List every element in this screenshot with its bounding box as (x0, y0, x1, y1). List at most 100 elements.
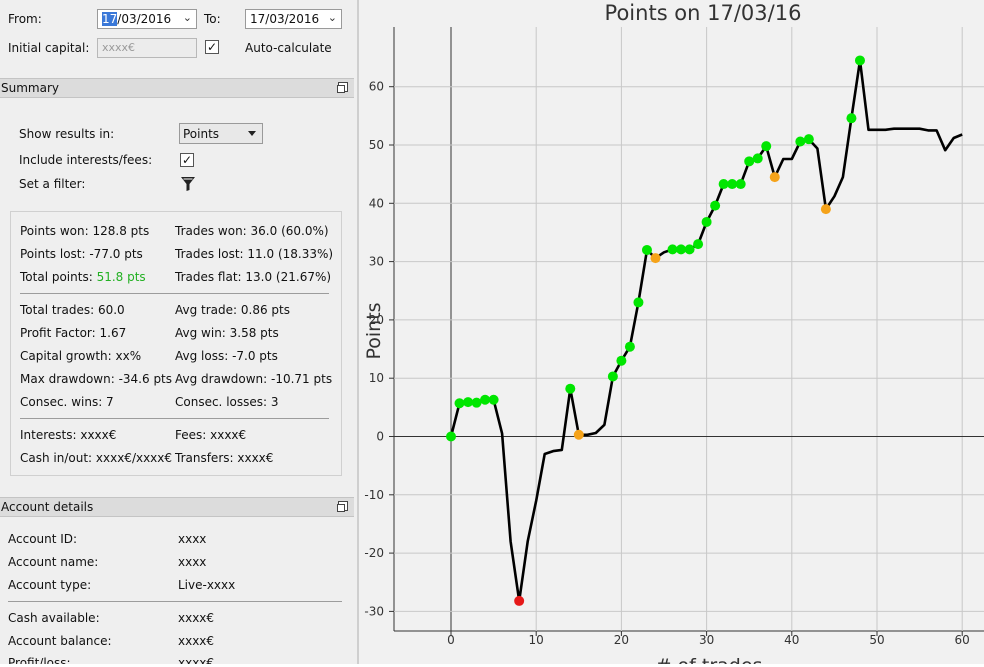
from-label: From: (8, 12, 42, 26)
chart-panel: Points on 17/03/16 Points # of trades 0 1… (359, 0, 984, 667)
capital-growth: Capital growth: xx% (20, 349, 142, 363)
cash-available-label: Cash available: (8, 611, 100, 625)
y-tick-label: 0 (376, 430, 384, 444)
restore-window-icon-back (337, 504, 345, 512)
y-tick-label: -10 (364, 488, 384, 502)
y-tick-label: 60 (369, 80, 384, 94)
chevron-down-icon: ⌄ (182, 11, 192, 24)
data-point-win (633, 297, 644, 308)
data-point-win (463, 397, 474, 408)
show-results-value: Points (183, 127, 220, 141)
avg-trade: Avg trade: 0.86 pts (175, 303, 290, 317)
left-panel: From: 17/03/2016 ⌄ To: 17/03/2016 ⌄ Init… (0, 0, 357, 664)
total-points: Total points: 51.8 pts (20, 270, 146, 284)
consec-wins: Consec. wins: 7 (20, 395, 114, 409)
x-tick-label: 0 (447, 633, 455, 647)
data-point-win (735, 179, 746, 190)
include-interests-checkbox[interactable]: ✓ (180, 153, 194, 167)
data-point-flat (573, 429, 584, 440)
total-points-label: Total points: (20, 270, 97, 284)
y-tick-label: -30 (364, 604, 384, 618)
x-tick-label: 10 (529, 633, 544, 647)
data-point-flat (820, 204, 831, 215)
y-tick-label: 50 (369, 138, 384, 152)
y-tick-label: 20 (369, 313, 384, 327)
data-point-win (718, 179, 729, 190)
from-date-rest: /03/2016 (117, 12, 172, 26)
interests: Interests: xxxx€ (20, 428, 117, 442)
data-point-win (471, 397, 482, 408)
data-point-win (701, 216, 712, 227)
fees: Fees: xxxx€ (175, 428, 247, 442)
account-balance-value: xxxx€ (178, 634, 215, 648)
data-point-win (854, 55, 865, 66)
profit-factor: Profit Factor: 1.67 (20, 326, 127, 340)
auto-calculate-label: Auto-calculate (245, 41, 332, 55)
data-point-win (454, 398, 465, 409)
checkmark-icon: ✓ (206, 40, 218, 54)
total-points-value: 51.8 pts (96, 270, 146, 284)
data-point-win (676, 244, 687, 255)
data-point-win (565, 383, 576, 394)
divider (20, 418, 329, 419)
account-title: Account details (1, 500, 94, 514)
data-point-flat (650, 253, 661, 264)
cash-in-out: Cash in/out: xxxx€/xxxx€ (20, 451, 173, 465)
data-point-win (667, 244, 678, 255)
data-point-win (693, 239, 704, 250)
panel-splitter[interactable] (357, 0, 359, 664)
trades-flat: Trades flat: 13.0 (21.67%) (175, 270, 332, 284)
include-interests-label: Include interests/fees: (19, 153, 153, 167)
summary-section-header[interactable]: Summary (0, 78, 354, 98)
data-point-loss (514, 595, 525, 606)
data-point-win (607, 371, 618, 382)
avg-win: Avg win: 3.58 pts (175, 326, 279, 340)
show-results-select[interactable]: Points (179, 123, 263, 144)
from-date-combo[interactable]: 17/03/2016 ⌄ (97, 9, 197, 29)
account-section-header[interactable]: Account details (0, 497, 354, 517)
y-axis-label: Points (363, 302, 385, 359)
to-date-combo[interactable]: 17/03/2016 ⌄ (245, 9, 342, 29)
filter-label: Set a filter: (19, 177, 86, 191)
transfers: Transfers: xxxx€ (175, 451, 274, 465)
account-balance-label: Account balance: (8, 634, 112, 648)
summary-stats-box: Points won: 128.8 pts Points lost: -77.0… (10, 211, 342, 476)
dropdown-arrow-icon (248, 131, 256, 136)
to-date-value: 17/03/2016 (250, 12, 320, 26)
from-date-selection: 17 (102, 12, 118, 26)
summary-title: Summary (1, 81, 59, 95)
data-point-win (710, 200, 721, 211)
y-tick-label: 40 (369, 196, 384, 210)
points-chart: Points on 17/03/16 Points # of trades 0 1… (363, 1, 984, 667)
x-tick-label: 30 (699, 633, 714, 647)
data-point-win (616, 355, 627, 366)
y-tick-label: -20 (364, 546, 384, 560)
account-type-label: Account type: (8, 578, 92, 592)
data-point-flat (769, 172, 780, 183)
filter-funnel-icon[interactable] (180, 176, 196, 192)
x-tick-label: 60 (955, 633, 970, 647)
divider (20, 293, 329, 294)
points-won: Points won: 128.8 pts (20, 224, 150, 238)
x-tick-label: 40 (784, 633, 799, 647)
initial-capital-label: Initial capital: (8, 41, 90, 55)
data-point-win (761, 141, 772, 152)
account-name-value: xxxx (178, 555, 207, 569)
data-point-win (752, 153, 763, 164)
account-type-value: Live-xxxx (178, 578, 236, 592)
profit-loss-value: xxxx€ (178, 656, 215, 664)
y-tick-label: 30 (369, 255, 384, 269)
x-tick-label: 50 (869, 633, 884, 647)
profit-loss-label: Profit/loss: (8, 656, 71, 664)
cash-available-value: xxxx€ (178, 611, 215, 625)
divider (8, 601, 342, 602)
data-point-win (480, 394, 491, 405)
account-id-label: Account ID: (8, 532, 78, 546)
avg-loss: Avg loss: -7.0 pts (175, 349, 278, 363)
auto-calculate-checkbox[interactable]: ✓ (205, 40, 219, 54)
initial-capital-input[interactable]: xxxx€ (97, 38, 197, 58)
data-point-win (727, 179, 738, 190)
x-tick-label: 20 (614, 633, 629, 647)
chart-title: Points on 17/03/16 (605, 1, 802, 25)
restore-window-icon-back (337, 85, 345, 93)
